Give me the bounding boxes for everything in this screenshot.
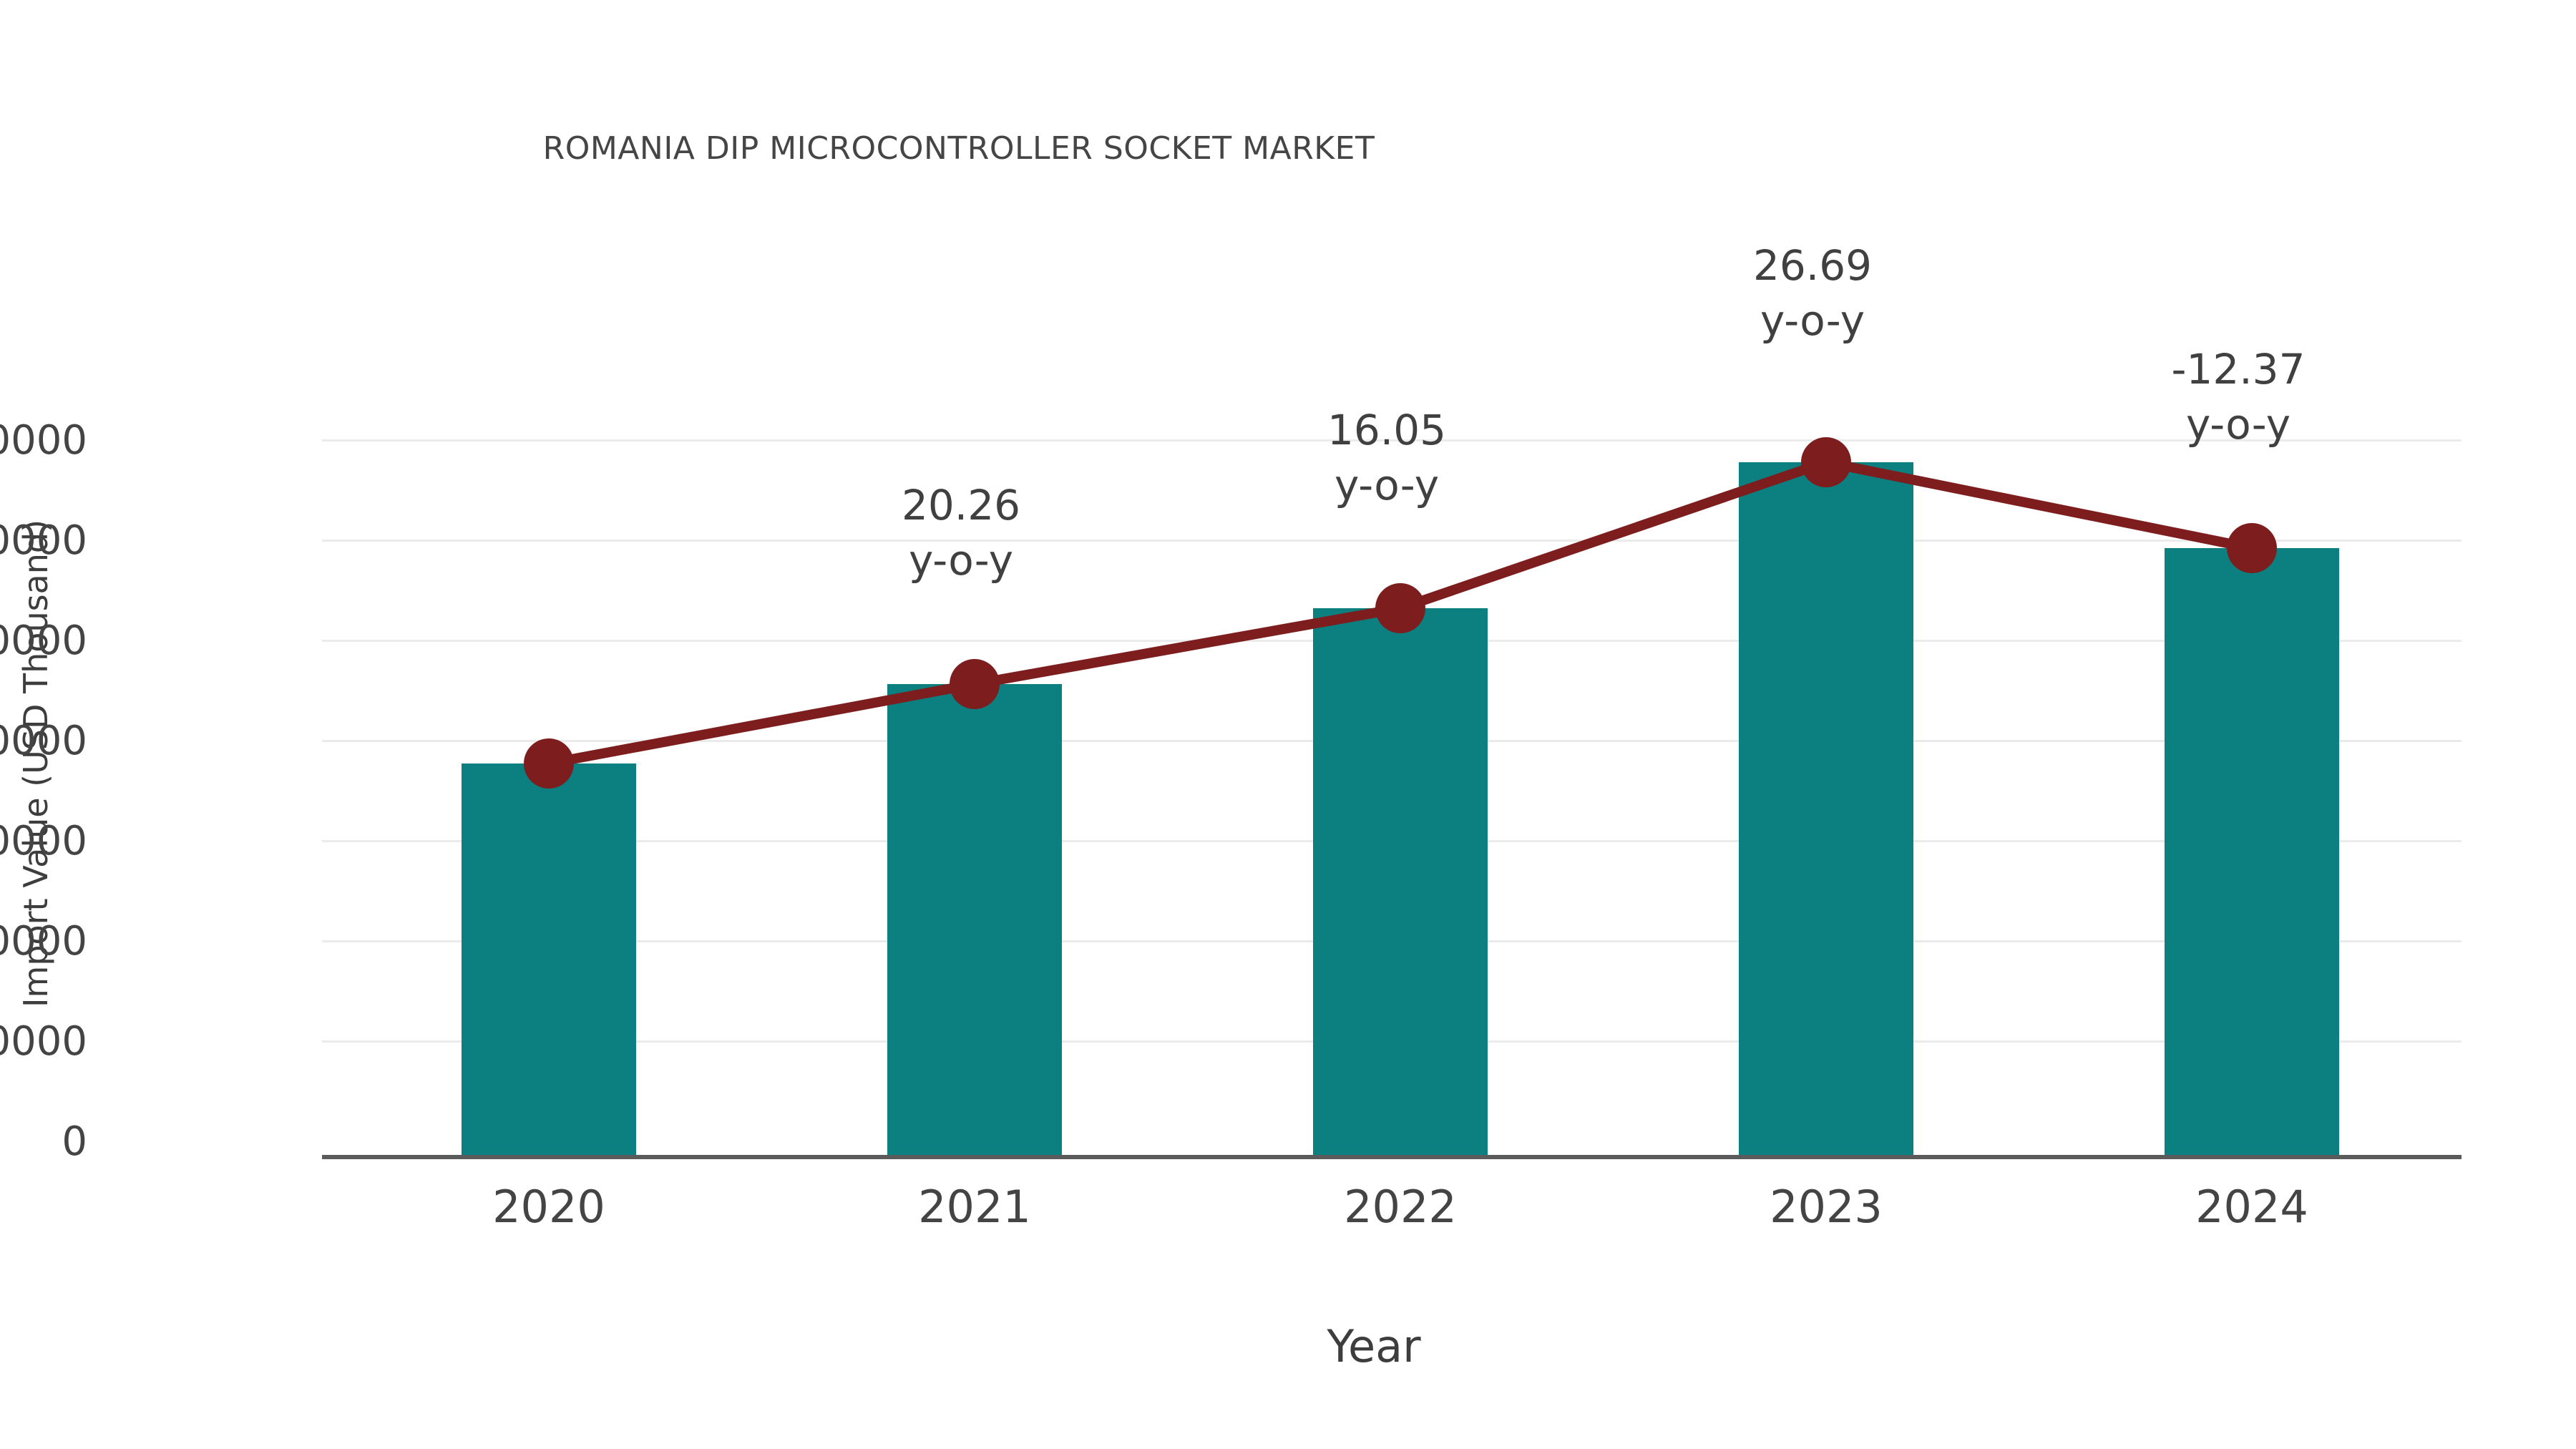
bar-2024[interactable] xyxy=(2165,548,2339,1155)
bar-2020[interactable] xyxy=(462,763,636,1155)
x-axis-title: Year xyxy=(1327,1320,1421,1372)
y-tick-label-80000: 80000 xyxy=(0,718,87,764)
x-tick-label-2020: 2020 xyxy=(492,1181,605,1233)
yoy-annotation-value: 16.05 xyxy=(1327,406,1447,454)
yoy-annotation-suffix: y-o-y xyxy=(908,535,1014,585)
gridline-120000 xyxy=(322,540,2462,542)
yoy-annotation-2021: 20.26 y-o-y xyxy=(789,478,1133,587)
yoy-annotation-2024: -12.37 y-o-y xyxy=(2067,342,2410,452)
y-tick-label-140000: 140000 xyxy=(0,417,87,464)
page-title: ROMANIA DIP MICROCONTROLLER SOCKET MARKE… xyxy=(542,130,1375,167)
y-tick-label-0: 0 xyxy=(62,1118,87,1165)
bar-2021[interactable] xyxy=(887,684,1062,1155)
yoy-annotation-suffix: y-o-y xyxy=(2185,399,2291,449)
x-tick-label-2022: 2022 xyxy=(1344,1181,1457,1233)
bar-2023[interactable] xyxy=(1739,462,1913,1155)
x-tick-label-2024: 2024 xyxy=(2195,1181,2308,1233)
gridline-140000 xyxy=(322,439,2462,441)
yoy-annotation-value: 20.26 xyxy=(901,481,1021,530)
y-tick-label-20000: 20000 xyxy=(0,1018,87,1065)
yoy-annotation-suffix: y-o-y xyxy=(1760,296,1865,345)
yoy-annotation-value: -12.37 xyxy=(2171,345,2306,394)
bar-2022[interactable] xyxy=(1313,608,1488,1155)
y-tick-label-40000: 40000 xyxy=(0,918,87,965)
y-tick-label-100000: 100000 xyxy=(0,618,87,664)
x-tick-label-2021: 2021 xyxy=(918,1181,1031,1233)
y-tick-label-120000: 120000 xyxy=(0,517,87,564)
yoy-annotation-2023: 26.69 y-o-y xyxy=(1641,238,1984,348)
yoy-annotation-value: 26.69 xyxy=(1752,241,1873,290)
y-tick-label-60000: 60000 xyxy=(0,818,87,864)
plot-area: 2020 2021 2022 2023 2024 xyxy=(322,401,2462,1233)
yoy-annotation-suffix: y-o-y xyxy=(1334,460,1440,509)
yoy-annotation-2022: 16.05 y-o-y xyxy=(1215,403,1558,512)
x-tick-label-2023: 2023 xyxy=(1770,1181,1883,1233)
x-axis-line xyxy=(322,1155,2462,1159)
